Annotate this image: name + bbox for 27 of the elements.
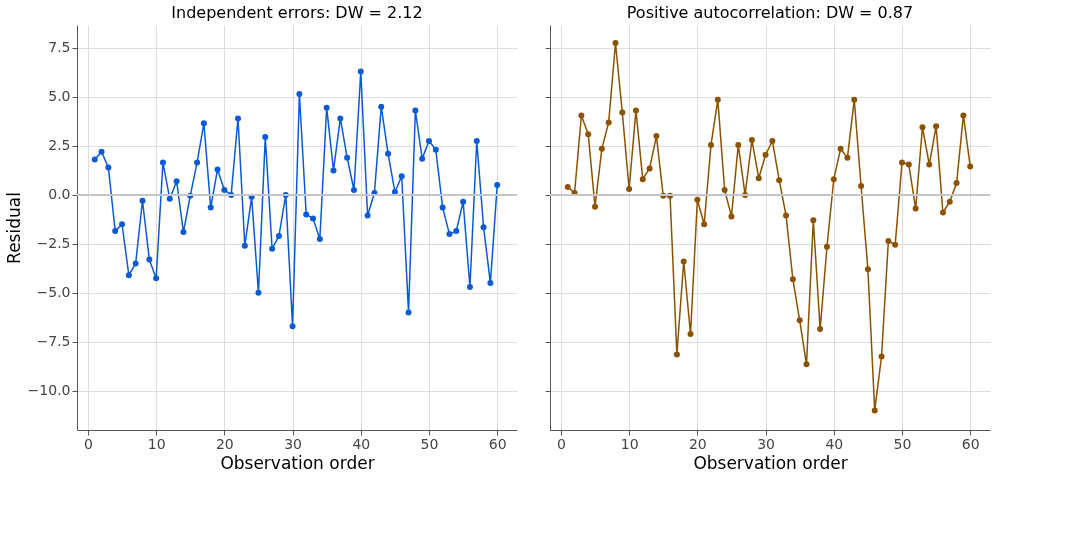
x-tick-label: 20 <box>688 435 707 452</box>
x-tick-label: 60 <box>961 435 980 452</box>
x-axis-title: Observation order <box>693 452 848 473</box>
x-tick-label: 10 <box>147 435 166 452</box>
y-tick-label: −7.5 <box>36 333 71 350</box>
x-tick-label: 0 <box>556 435 566 452</box>
chart-title: Positive autocorrelation: DW = 0.87 <box>626 3 914 22</box>
x-tick-label: 60 <box>488 435 507 452</box>
chart-title: Independent errors: DW = 2.12 <box>171 3 423 22</box>
y-tick-label: 5.0 <box>48 88 71 105</box>
y-tick-label: −2.5 <box>36 235 71 252</box>
x-tick-label: 40 <box>352 435 371 452</box>
x-tick-label: 50 <box>420 435 439 452</box>
x-tick-label: 40 <box>825 435 844 452</box>
y-tick-label: −5.0 <box>36 284 71 301</box>
x-tick-label: 0 <box>83 435 93 452</box>
y-tick-label: 0.0 <box>48 186 71 203</box>
y-tick-label: 2.5 <box>48 137 71 154</box>
x-tick-label: 10 <box>620 435 639 452</box>
y-axis-title: Residual <box>3 192 24 264</box>
y-tick-label: 7.5 <box>48 39 71 56</box>
x-tick-label: 30 <box>757 435 775 452</box>
x-tick-label: 20 <box>215 435 234 452</box>
x-axis-title: Observation order <box>220 452 375 473</box>
y-tick-label: −10.0 <box>27 382 71 399</box>
x-tick-label: 50 <box>893 435 912 452</box>
x-tick-label: 30 <box>284 435 302 452</box>
